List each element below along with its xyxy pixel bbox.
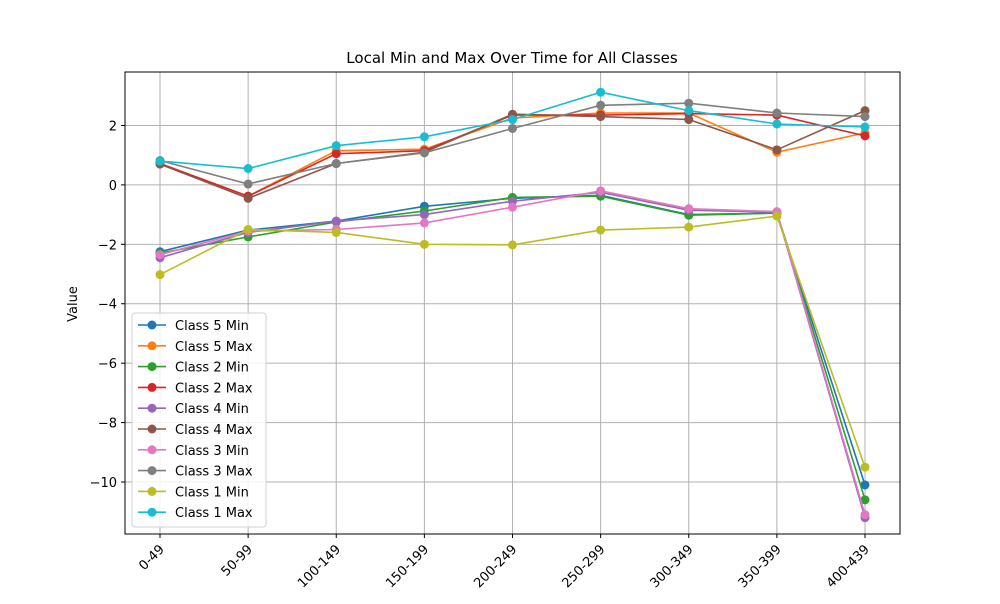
data-point (596, 186, 606, 196)
legend-label: Class 2 Min (175, 361, 249, 376)
legend-marker (147, 382, 157, 392)
data-point (684, 98, 694, 108)
legend-marker (147, 445, 157, 455)
legend-marker (147, 403, 157, 413)
data-point (596, 112, 606, 122)
legend-entry: Class 3 Max (138, 465, 253, 480)
legend-marker (147, 362, 157, 372)
y-tick-label: −10 (90, 476, 117, 491)
legend-entry: Class 2 Max (138, 381, 253, 396)
legend-label: Class 4 Max (175, 423, 253, 438)
data-point (596, 225, 606, 235)
y-tick-label: −8 (98, 417, 117, 432)
legend-entry: Class 3 Min (138, 444, 249, 459)
data-point (155, 156, 165, 166)
data-point (684, 222, 694, 232)
data-point (860, 462, 870, 472)
series-class-1-min (155, 211, 870, 472)
x-tick-label: 150-199 (383, 542, 432, 591)
legend-entry: Class 4 Max (138, 423, 253, 438)
legend-entry: Class 2 Min (138, 361, 249, 376)
data-point (508, 240, 517, 250)
legend-marker (147, 424, 157, 434)
legend-marker (147, 486, 157, 496)
data-point (243, 164, 253, 174)
legend-label: Class 3 Min (175, 444, 249, 459)
data-point (331, 141, 341, 151)
data-point (243, 193, 253, 203)
data-point (331, 159, 341, 169)
data-point (419, 239, 429, 249)
legend: Class 5 Min Class 5 Max Class 2 Min Class 2… (131, 312, 267, 528)
y-axis-label: Value (66, 286, 81, 322)
x-tick-label: 300-349 (648, 542, 697, 591)
chart-title: Local Min and Max Over Time for All Clas… (346, 49, 678, 67)
data-point (684, 106, 694, 116)
y-tick-label: −6 (98, 357, 117, 372)
y-tick-label: −4 (98, 298, 117, 313)
data-point (860, 480, 870, 490)
data-point (860, 112, 870, 122)
legend-marker (147, 320, 157, 330)
legend-entry: Class 5 Min (138, 319, 249, 334)
y-tick-label: −2 (98, 238, 117, 253)
data-point (684, 204, 694, 214)
data-point (596, 87, 606, 97)
x-tick-label: 50-99 (219, 542, 256, 579)
legend-marker (147, 507, 157, 517)
data-point (331, 149, 341, 159)
legend-label: Class 2 Max (175, 381, 253, 396)
data-point (860, 495, 870, 505)
data-point (596, 100, 606, 110)
data-point (684, 115, 694, 125)
x-tick-label: 100-149 (295, 542, 344, 591)
legend-marker (147, 341, 157, 351)
series-class-1-max (155, 87, 870, 174)
data-point (772, 145, 782, 155)
data-point (508, 123, 517, 133)
grid (125, 72, 900, 534)
x-tick-label: 250-299 (559, 542, 608, 591)
data-point (508, 202, 517, 212)
data-point (243, 224, 253, 234)
legend-label: Class 4 Min (175, 402, 249, 417)
data-point (508, 115, 517, 125)
legend-entry: Class 4 Min (138, 402, 249, 417)
series-group (155, 87, 870, 523)
legend-label: Class 3 Max (175, 465, 253, 480)
data-point (331, 216, 341, 226)
data-point (772, 108, 782, 118)
legend-entry: Class 1 Min (138, 485, 249, 500)
data-point (860, 122, 870, 132)
data-point (419, 210, 429, 220)
legend-marker (147, 466, 157, 476)
x-tick-label: 200-249 (471, 542, 520, 591)
legend-label: Class 5 Max (175, 340, 253, 355)
legend-entry: Class 5 Max (138, 340, 253, 355)
data-point (419, 218, 429, 228)
x-tick-label: 350-399 (736, 542, 785, 591)
legend-label: Class 1 Min (175, 485, 249, 500)
data-point (331, 227, 341, 237)
data-point (419, 132, 429, 142)
data-point (772, 119, 782, 129)
x-tick-label: 400-439 (824, 542, 873, 591)
y-tick-label: 0 (109, 179, 117, 194)
data-point (419, 148, 429, 158)
legend-label: Class 1 Max (175, 506, 253, 521)
data-point (243, 179, 253, 189)
legend-entry: Class 1 Max (138, 506, 253, 521)
data-point (155, 270, 165, 280)
x-tick-label: 0-49 (136, 542, 167, 573)
data-point (860, 131, 870, 141)
data-point (155, 250, 165, 260)
series-class-3-max (155, 98, 870, 189)
legend-label: Class 5 Min (175, 319, 249, 334)
data-point (860, 510, 870, 520)
y-tick-label: 2 (109, 119, 117, 134)
data-point (772, 211, 782, 221)
